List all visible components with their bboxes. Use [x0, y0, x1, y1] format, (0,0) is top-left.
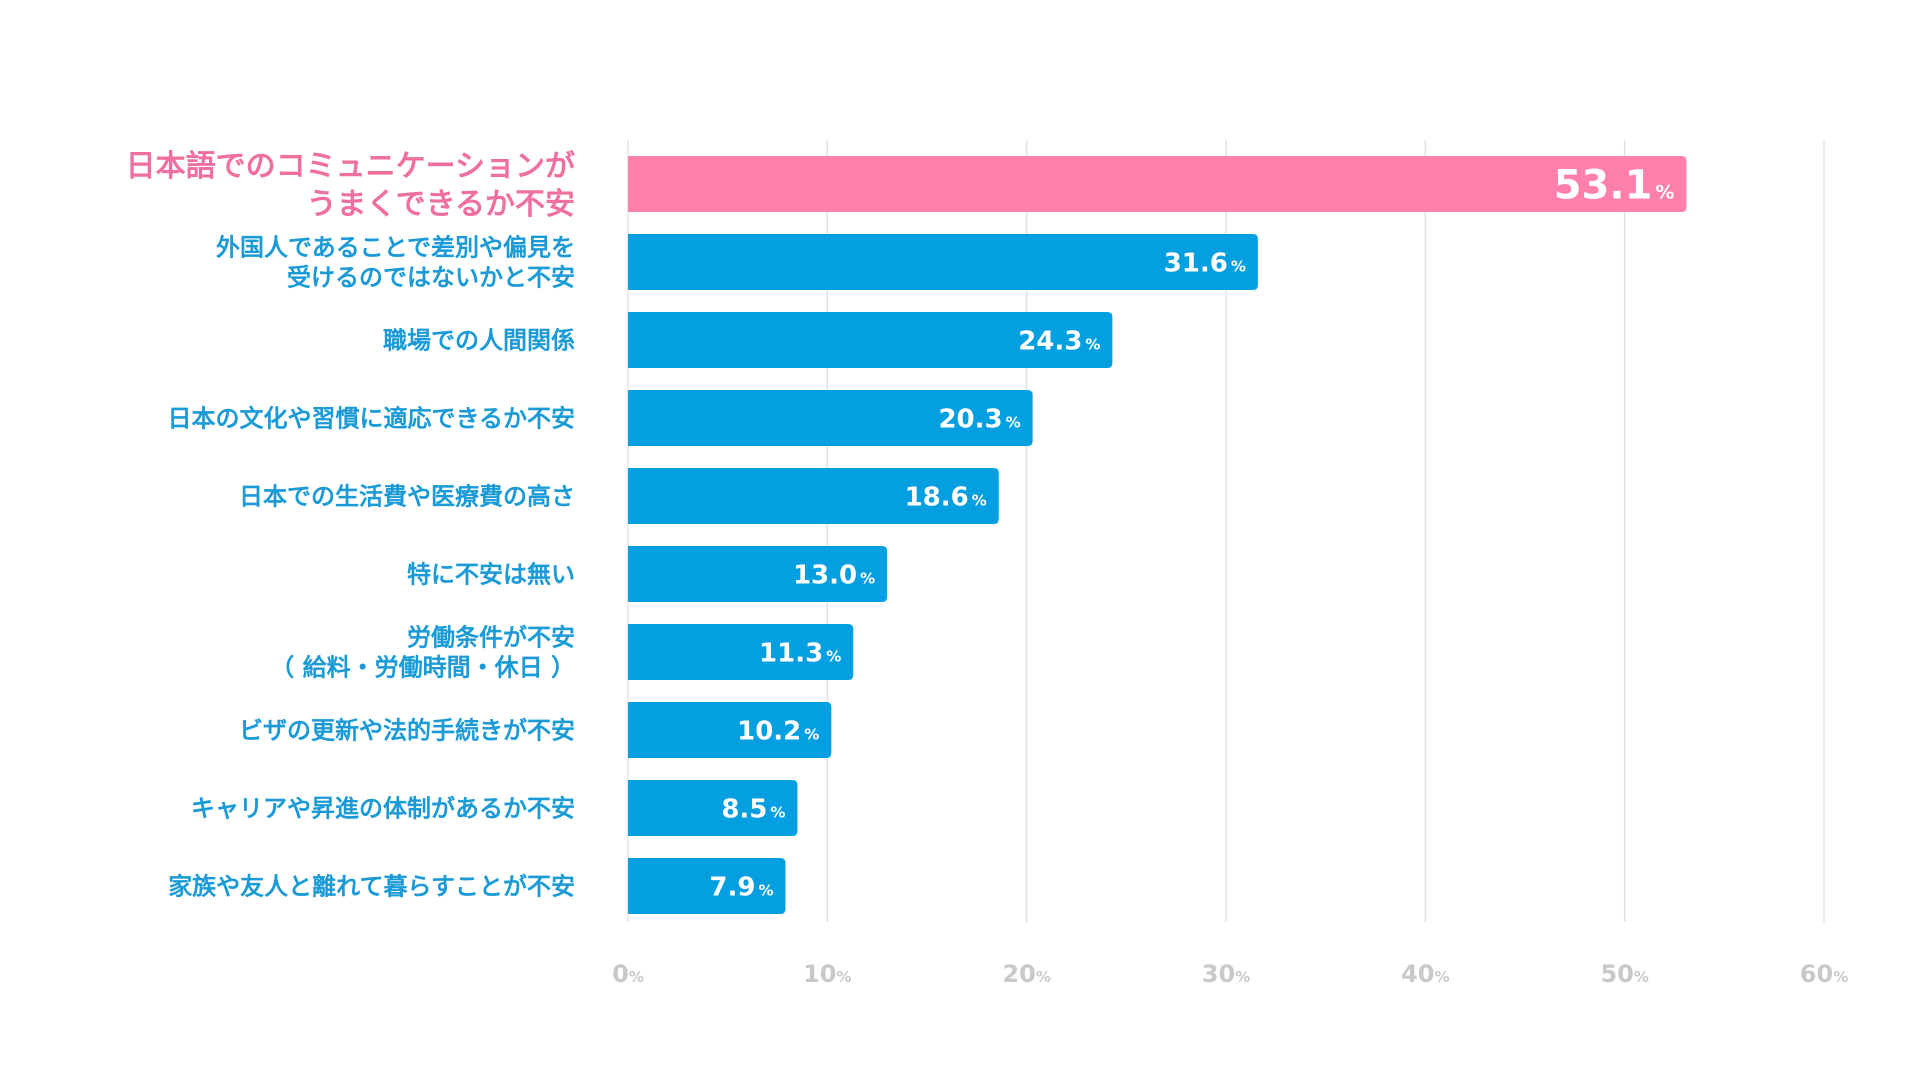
value-label-5: 13.0%	[793, 560, 875, 590]
category-label-3: 日本の文化や習慣に適応できるか不安	[167, 405, 575, 433]
x-tick-label-40: 40%	[1401, 960, 1449, 988]
value-label-8: 8.5%	[721, 794, 785, 824]
bar-0	[628, 156, 1687, 212]
x-axis-ticks: 0% 10% 20% 30% 40% 50% 60%	[612, 960, 1848, 988]
category-labels: 日本語でのコミュニケーションがうまくできるか不安外国人であることで差別や偏見を受…	[126, 149, 575, 901]
value-label-3: 20.3%	[938, 404, 1020, 434]
bar-4	[628, 468, 999, 524]
value-label-9: 7.9%	[709, 872, 773, 902]
x-tick-label-50: 50%	[1600, 960, 1648, 988]
bars	[628, 156, 1687, 914]
value-label-4: 18.6%	[905, 482, 987, 512]
category-label-1: 外国人であることで差別や偏見を受けるのではないかと不安	[216, 234, 575, 292]
bar-5	[628, 546, 888, 602]
x-tick-label-20: 20%	[1002, 960, 1050, 988]
value-label-0: 53.1%	[1554, 162, 1675, 208]
value-labels: 53.1 % 31.6 % 24.3 % 20.3 % 18.6 % 13.0 % 11.3 % 10.2%…	[709, 162, 1674, 902]
bar-1	[628, 234, 1258, 290]
bar-3	[628, 390, 1033, 446]
value-label-2: 24.3%	[1018, 326, 1100, 356]
value-label-1: 31.6%	[1164, 248, 1246, 278]
bar-7	[628, 702, 832, 758]
category-label-7: ビザの更新や法的手続きが不安	[239, 717, 575, 745]
bar-9	[628, 858, 786, 914]
x-tick-label-0: 0%	[612, 960, 644, 988]
category-label-4: 日本での生活費や医療費の高さ	[239, 483, 575, 511]
category-label-6: 労働条件が不安（ 給料・労働時間・休日 ）	[270, 624, 575, 682]
value-label-7: 10.2%	[737, 716, 819, 746]
category-label-5: 特に不安は無い	[407, 561, 575, 589]
x-tick-label-10: 10%	[803, 960, 851, 988]
bar-6	[628, 624, 854, 680]
category-label-8: キャリアや昇進の体制があるか不安	[191, 795, 575, 823]
bar-8	[628, 780, 798, 836]
category-label-0: 日本語でのコミュニケーションがうまくできるか不安	[126, 149, 575, 222]
bar-2	[628, 312, 1113, 368]
x-tick-label-60: 60%	[1800, 960, 1848, 988]
category-label-2: 職場での人間関係	[383, 327, 575, 355]
category-label-9: 家族や友人と離れて暮らすことが不安	[168, 873, 575, 901]
x-tick-label-30: 30%	[1202, 960, 1250, 988]
value-label-6: 11.3%	[759, 638, 841, 668]
